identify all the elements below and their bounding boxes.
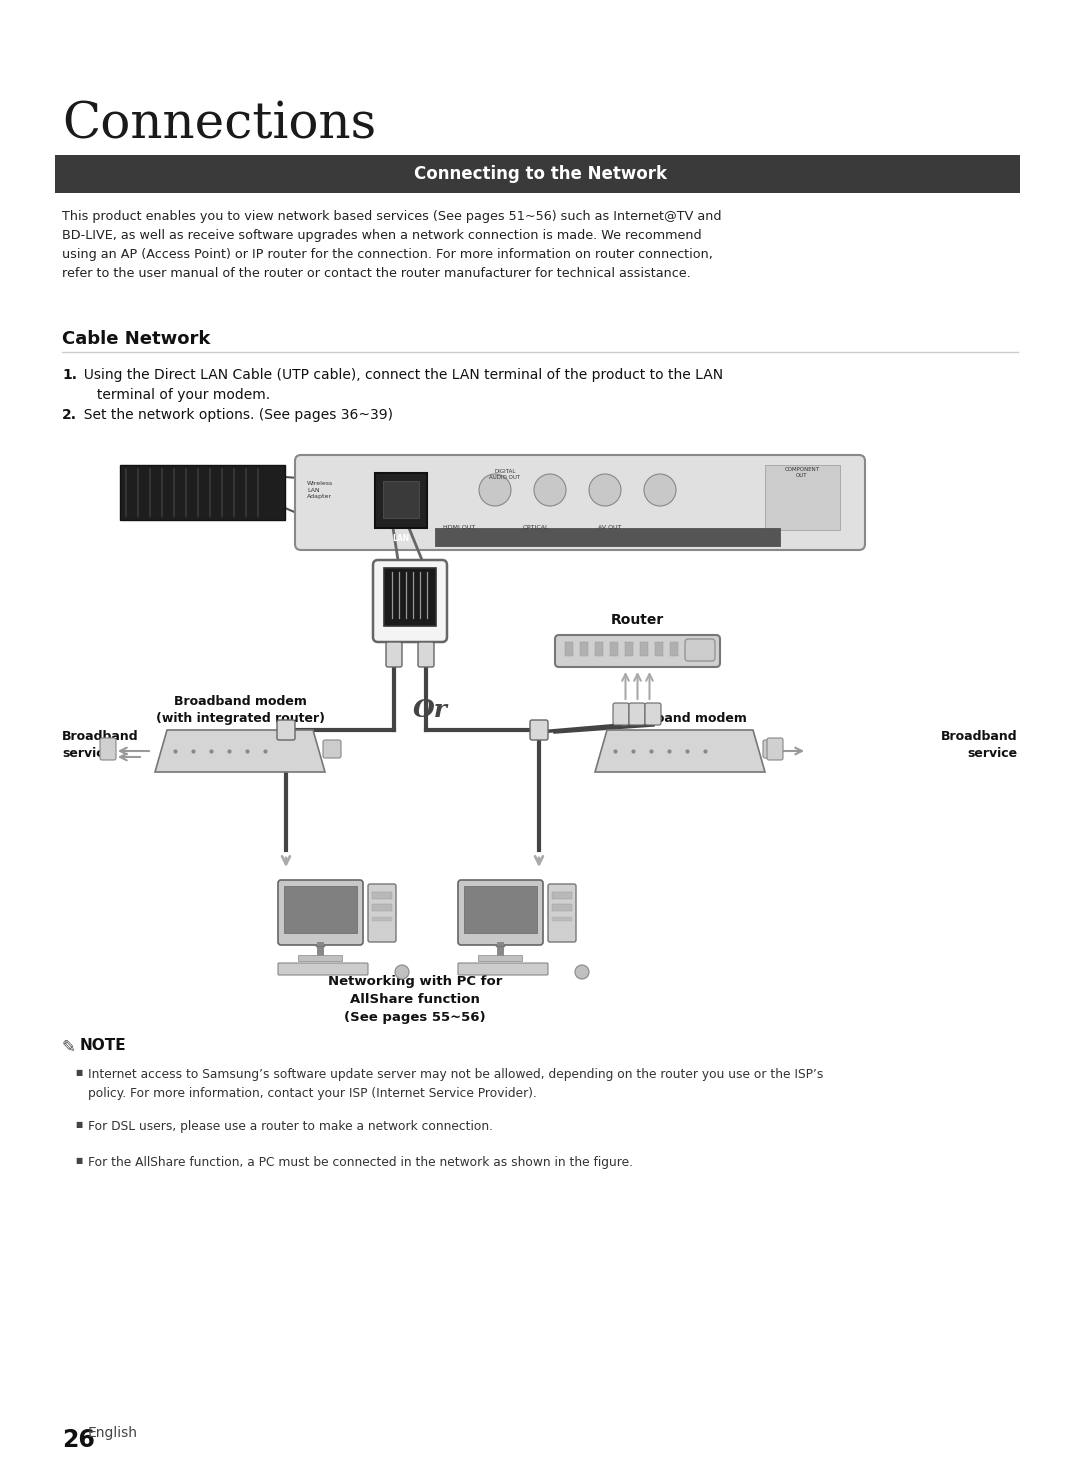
Text: Broadband
service: Broadband service (942, 730, 1018, 761)
Bar (670, 642, 678, 656)
Text: This product enables you to view network based services (See pages 51~56) such a: This product enables you to view network… (62, 210, 721, 281)
Text: LAN: LAN (392, 535, 409, 544)
Text: ✎: ✎ (62, 1038, 76, 1056)
Bar (372, 917, 392, 922)
Text: Router: Router (611, 613, 664, 628)
Text: Connections: Connections (62, 100, 376, 149)
FancyBboxPatch shape (368, 885, 396, 942)
FancyBboxPatch shape (548, 885, 576, 942)
FancyBboxPatch shape (767, 738, 783, 761)
Circle shape (589, 474, 621, 507)
Bar (372, 892, 392, 899)
Text: 1.: 1. (62, 368, 77, 383)
FancyBboxPatch shape (458, 880, 543, 945)
Bar (55, 155, 1020, 193)
Bar (478, 956, 522, 962)
FancyBboxPatch shape (629, 703, 645, 725)
FancyBboxPatch shape (373, 560, 447, 642)
Bar (610, 642, 618, 656)
Text: Broadband
service: Broadband service (62, 730, 138, 761)
Bar (595, 642, 603, 656)
FancyBboxPatch shape (685, 640, 715, 662)
Circle shape (395, 964, 409, 979)
Text: Using the Direct LAN Cable (UTP cable), connect the LAN terminal of the product : Using the Direct LAN Cable (UTP cable), … (75, 368, 724, 402)
FancyBboxPatch shape (323, 740, 341, 758)
FancyBboxPatch shape (100, 738, 116, 761)
Bar (284, 886, 357, 933)
Text: Wireless
LAN
Adapter: Wireless LAN Adapter (307, 482, 334, 499)
Text: Or: Or (413, 699, 447, 722)
Circle shape (480, 474, 511, 507)
Text: For the AllShare function, a PC must be connected in the network as shown in the: For the AllShare function, a PC must be … (87, 1156, 633, 1168)
Text: Networking with PC for
AllShare function
(See pages 55~56): Networking with PC for AllShare function… (328, 975, 502, 1024)
Bar (464, 886, 537, 933)
Text: ■: ■ (75, 1156, 82, 1165)
Polygon shape (595, 730, 765, 772)
Bar (552, 904, 572, 911)
Text: 26: 26 (62, 1428, 95, 1452)
Bar (435, 527, 780, 546)
Bar (765, 465, 840, 530)
Text: ■: ■ (75, 1120, 82, 1128)
Text: ■: ■ (75, 1068, 82, 1077)
Text: HDMI OUT: HDMI OUT (443, 524, 475, 530)
Bar (552, 917, 572, 922)
Text: 2.: 2. (62, 408, 77, 422)
Text: Cable Network: Cable Network (62, 329, 211, 349)
Bar (383, 482, 419, 518)
Text: AV OUT: AV OUT (598, 524, 621, 530)
Text: For DSL users, please use a router to make a network connection.: For DSL users, please use a router to ma… (87, 1120, 492, 1133)
Polygon shape (156, 730, 325, 772)
Circle shape (534, 474, 566, 507)
Bar (625, 642, 633, 656)
FancyBboxPatch shape (386, 642, 402, 668)
Circle shape (575, 964, 589, 979)
FancyBboxPatch shape (278, 880, 363, 945)
Bar (384, 569, 436, 626)
Text: OPTICAL: OPTICAL (523, 524, 550, 530)
Bar (640, 642, 648, 656)
Text: Internet access to Samsung’s software update server may not be allowed, dependin: Internet access to Samsung’s software up… (87, 1068, 823, 1099)
FancyBboxPatch shape (276, 719, 295, 740)
Bar (372, 904, 392, 911)
FancyBboxPatch shape (278, 963, 368, 975)
Text: English: English (87, 1425, 138, 1440)
Bar (375, 473, 427, 527)
FancyBboxPatch shape (458, 963, 548, 975)
Bar (580, 642, 588, 656)
FancyBboxPatch shape (762, 740, 781, 758)
Text: NOTE: NOTE (80, 1038, 126, 1053)
Text: Connecting to the Network: Connecting to the Network (414, 165, 666, 183)
FancyBboxPatch shape (530, 719, 548, 740)
Circle shape (644, 474, 676, 507)
Bar (565, 642, 573, 656)
Bar (120, 465, 285, 520)
Bar (298, 956, 342, 962)
FancyBboxPatch shape (555, 635, 720, 668)
Text: Broadband modem
(with integrated router): Broadband modem (with integrated router) (156, 696, 324, 725)
Text: Set the network options. (See pages 36~39): Set the network options. (See pages 36~3… (75, 408, 393, 422)
FancyBboxPatch shape (295, 455, 865, 549)
Bar (552, 892, 572, 899)
Text: Broadband modem: Broadband modem (613, 712, 746, 725)
FancyBboxPatch shape (613, 703, 629, 725)
FancyBboxPatch shape (645, 703, 661, 725)
Text: COMPONENT
OUT: COMPONENT OUT (784, 467, 820, 477)
FancyBboxPatch shape (418, 642, 434, 668)
Bar (654, 642, 663, 656)
Text: DIGITAL
AUDIO OUT: DIGITAL AUDIO OUT (489, 470, 521, 480)
